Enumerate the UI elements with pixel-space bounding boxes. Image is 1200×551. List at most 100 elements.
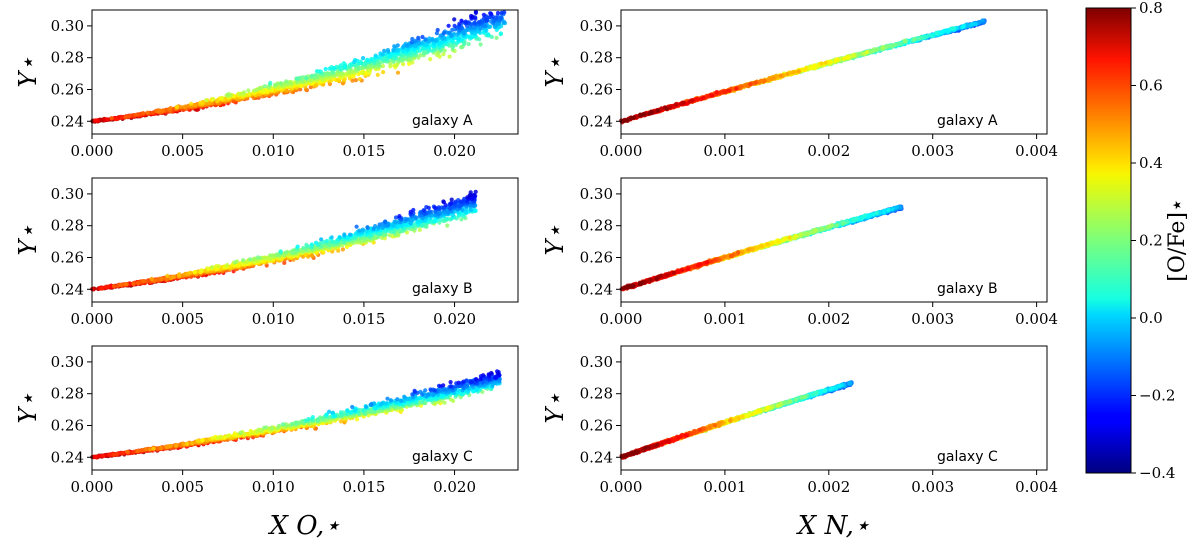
scatter-point bbox=[423, 388, 428, 393]
scatter-point bbox=[969, 22, 975, 27]
panel-left-bottom: 0.000 0.005 0.010 0.015 0.0200.240.260.280.3… bbox=[14, 345, 519, 541]
scatter-point bbox=[145, 110, 150, 115]
scatter-point bbox=[463, 19, 468, 24]
scatter-point bbox=[171, 274, 176, 279]
scatter-point bbox=[176, 272, 181, 277]
scatter-point bbox=[246, 88, 251, 93]
scatter-point bbox=[452, 23, 457, 28]
x-tick-label: 0.010 bbox=[252, 310, 295, 328]
scatter-point bbox=[502, 10, 507, 15]
scatter-point bbox=[238, 92, 243, 97]
scatter-point bbox=[306, 417, 311, 422]
scatter-point bbox=[135, 449, 140, 454]
scatter-point bbox=[481, 12, 486, 17]
scatter-point bbox=[401, 62, 406, 67]
scatter-point bbox=[295, 76, 300, 81]
scatter-point bbox=[193, 103, 198, 108]
scatter-point bbox=[383, 219, 388, 224]
scatter-point bbox=[393, 220, 398, 225]
scatter-point bbox=[476, 20, 481, 25]
scatter-point bbox=[410, 60, 415, 65]
panel-right-top: 0.000 0.001 0.002 0.003 0.0040.240.260.280.3… bbox=[541, 9, 1058, 160]
x-tick-label: 0.010 bbox=[252, 142, 295, 160]
scatter-point bbox=[408, 209, 413, 214]
scatter-point bbox=[375, 72, 380, 77]
scatter-point bbox=[105, 117, 110, 122]
scatter-point bbox=[960, 25, 965, 30]
x-tick-label: 0.020 bbox=[433, 142, 476, 160]
scatter-point bbox=[445, 223, 450, 228]
scatter-point bbox=[159, 445, 164, 451]
scatter-point bbox=[469, 379, 474, 385]
scatter-point bbox=[324, 238, 329, 244]
scatter-point bbox=[314, 240, 319, 245]
scatter-point bbox=[428, 57, 433, 62]
scatter-point bbox=[340, 247, 345, 252]
x-tick-label: 0.015 bbox=[342, 310, 385, 328]
scatter-point bbox=[486, 32, 491, 37]
scatter-point bbox=[120, 450, 125, 455]
scatter-point bbox=[426, 205, 431, 210]
y-tick-label: 0.26 bbox=[51, 248, 84, 266]
scatter-point bbox=[310, 253, 315, 259]
scatter-point bbox=[272, 82, 278, 87]
scatter-point bbox=[357, 77, 362, 82]
scatter-point bbox=[257, 86, 262, 91]
scatter-point bbox=[143, 447, 149, 452]
scatter-point bbox=[483, 24, 488, 29]
scatter-point bbox=[327, 66, 332, 71]
scatter-point bbox=[119, 115, 124, 120]
scatter-point bbox=[204, 98, 209, 103]
scatter-point bbox=[495, 371, 500, 376]
x-tick-label: 0.000 bbox=[71, 310, 114, 328]
scatter-point bbox=[365, 225, 370, 230]
scatter-point bbox=[289, 421, 294, 426]
scatter-point bbox=[264, 256, 269, 261]
scatter-point bbox=[481, 373, 486, 378]
scatter-point bbox=[353, 407, 358, 412]
scatter-point bbox=[210, 436, 215, 441]
scatter-point bbox=[343, 64, 348, 69]
scatter-point bbox=[407, 61, 412, 66]
scatter-point bbox=[380, 52, 385, 57]
scatter-point bbox=[421, 50, 427, 55]
scatter-point bbox=[308, 85, 313, 90]
scatter-point bbox=[395, 43, 400, 48]
scatter-point bbox=[165, 273, 170, 278]
scatter-point bbox=[134, 112, 139, 117]
scatter-point bbox=[241, 258, 246, 263]
scatter-point bbox=[284, 79, 289, 84]
scatter-point bbox=[420, 392, 425, 397]
scatter-point bbox=[420, 34, 425, 40]
scatter-point bbox=[461, 379, 466, 384]
scatter-point bbox=[280, 422, 285, 427]
scatter-point bbox=[295, 244, 300, 249]
scatter-point bbox=[234, 433, 239, 438]
scatter-point bbox=[318, 69, 323, 74]
scatter-point bbox=[211, 96, 216, 102]
y-tick-label: 0.26 bbox=[51, 80, 84, 98]
scatter-point bbox=[139, 448, 144, 453]
scatter-point bbox=[449, 201, 454, 206]
panel-left-top: 0.000 0.005 0.010 0.015 0.0200.240.260.280.3… bbox=[14, 9, 519, 160]
scatter-point bbox=[282, 260, 287, 265]
scatter-point bbox=[124, 282, 129, 287]
scatter-point bbox=[355, 417, 360, 422]
scatter-point bbox=[369, 56, 374, 62]
scatter-point bbox=[109, 116, 114, 121]
scatter-point bbox=[364, 71, 369, 77]
ylabel-left-top: Y⋆ bbox=[14, 57, 42, 88]
scatter-point bbox=[248, 257, 253, 262]
y-tick-label: 0.28 bbox=[51, 217, 84, 235]
scatter-point bbox=[101, 453, 106, 458]
scatter-point bbox=[276, 423, 282, 428]
scatter-point bbox=[157, 108, 162, 113]
scatter-point bbox=[261, 425, 267, 430]
scatter-point bbox=[373, 224, 378, 229]
scatter-point bbox=[140, 279, 146, 284]
y-tick-label: 0.28 bbox=[51, 385, 84, 403]
scatter-point bbox=[980, 18, 985, 23]
scatter-point bbox=[141, 111, 146, 116]
scatter-point bbox=[404, 43, 409, 48]
